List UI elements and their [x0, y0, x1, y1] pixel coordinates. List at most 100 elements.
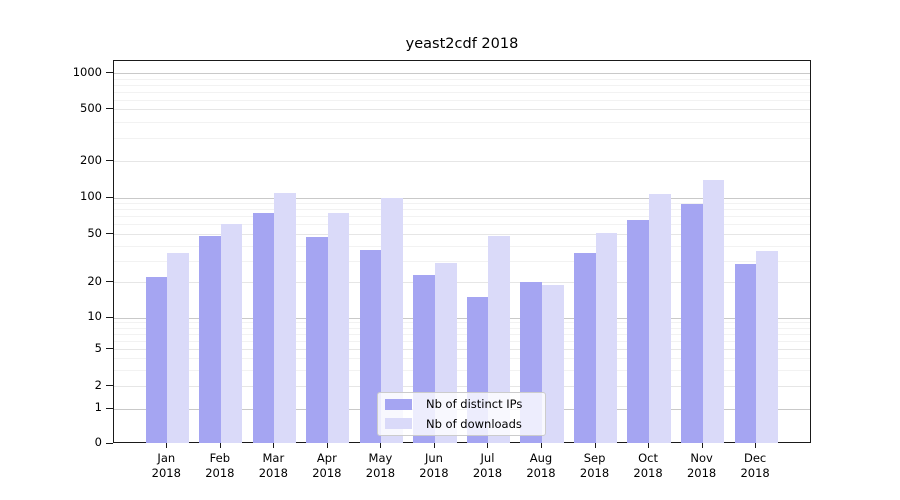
x-tick-mark [701, 443, 703, 448]
gridline [114, 109, 810, 110]
y-tick-mark [106, 407, 113, 409]
x-tick-mark [433, 443, 435, 448]
gridline [114, 340, 810, 342]
bar-may-downloads [381, 197, 403, 443]
y-tick-mark [106, 196, 113, 198]
chart-title: yeast2cdf 2018 [405, 36, 519, 52]
y-tick-mark [106, 316, 113, 318]
y-tick-mark [106, 385, 113, 386]
y-tick-label: 20 [87, 273, 102, 288]
gridline [114, 245, 810, 247]
gridline [114, 137, 810, 139]
x-tick-mark [219, 443, 221, 448]
gridline [114, 327, 810, 329]
gridline [114, 369, 810, 371]
gridline [114, 260, 810, 262]
gridline [114, 73, 810, 75]
x-tick-mark [487, 443, 489, 448]
y-tick-mark [106, 348, 113, 349]
x-tick-label: Aug 2018 [526, 451, 556, 480]
plot-area [113, 60, 811, 443]
gridline [114, 358, 810, 359]
x-tick-label: Jun 2018 [419, 451, 449, 480]
y-tick-label: 10 [87, 309, 102, 323]
y-tick-label: 200 [80, 152, 102, 167]
bar-sep-distinct-ips [573, 252, 596, 443]
x-tick-mark [166, 443, 168, 448]
bar-nov-distinct-ips [681, 204, 703, 443]
legend-item-downloads: Nb of downloads [385, 416, 538, 433]
bar-feb-distinct-ips [199, 236, 221, 443]
bar-dec-distinct-ips [734, 264, 757, 443]
y-tick-label: 5 [94, 340, 102, 355]
y-tick-mark [106, 160, 113, 161]
gridline [114, 322, 810, 324]
y-tick-mark [106, 442, 113, 444]
y-tick-label: 1000 [72, 64, 102, 79]
x-tick-label: Jan 2018 [151, 451, 181, 480]
x-tick-label: Dec 2018 [740, 451, 770, 480]
gridline [114, 349, 810, 350]
x-tick-mark [541, 443, 542, 448]
bar-aug-downloads [542, 284, 564, 443]
gridline [114, 84, 810, 86]
x-tick-label: Jul 2018 [472, 451, 503, 480]
x-tick-label: Sep 2018 [579, 451, 610, 480]
bar-jan-downloads [167, 252, 189, 443]
gridline [114, 317, 810, 319]
gridline [114, 209, 810, 211]
gridline [114, 282, 810, 283]
legend-swatch-distinct-ips [385, 398, 412, 410]
bar-mar-distinct-ips [252, 212, 275, 443]
bar-jan-distinct-ips [145, 277, 168, 443]
gridline [114, 333, 810, 335]
y-tick-mark [106, 108, 113, 109]
gridline [114, 203, 810, 205]
gridline [114, 78, 810, 80]
gridline [114, 161, 810, 162]
bar-nov-downloads [702, 179, 725, 443]
gridline [114, 99, 810, 101]
x-tick-label: Oct 2018 [633, 451, 663, 480]
x-tick-label: Apr 2018 [312, 451, 342, 480]
x-tick-mark [326, 443, 328, 448]
bar-apr-distinct-ips [306, 237, 328, 443]
gridline [114, 197, 810, 199]
bar-apr-downloads [327, 212, 350, 443]
y-tick-mark [106, 233, 113, 234]
x-tick-label: May 2018 [365, 451, 396, 480]
x-tick-label: Feb 2018 [205, 451, 235, 480]
bar-jul-downloads [488, 236, 511, 443]
bar-oct-downloads [649, 194, 671, 443]
gridline [114, 121, 810, 123]
gridline [114, 234, 810, 235]
y-tick-label: 500 [80, 100, 102, 115]
legend-item-distinct-ips: Nb of distinct IPs [385, 396, 538, 413]
gridline [114, 386, 810, 387]
bar-may-distinct-ips [359, 249, 382, 443]
x-tick-label: Nov 2018 [686, 451, 717, 480]
x-tick-mark [755, 443, 757, 448]
bar-oct-distinct-ips [627, 220, 650, 443]
y-tick-label: 100 [80, 189, 102, 204]
y-tick-label: 50 [87, 225, 102, 240]
x-tick-mark [273, 443, 275, 448]
y-tick-mark [106, 72, 113, 74]
legend-label-downloads: Nb of downloads [426, 416, 522, 431]
x-tick-mark [594, 443, 596, 448]
legend-label-distinct-ips: Nb of distinct IPs [426, 397, 523, 412]
y-tick-label: 2 [94, 377, 102, 392]
gridline [114, 216, 810, 218]
y-tick-mark [106, 281, 113, 282]
gridline [114, 224, 810, 226]
y-tick-label: 0 [94, 435, 102, 449]
bar-mar-downloads [274, 192, 296, 443]
y-tick-label: 1 [94, 400, 102, 414]
bar-sep-downloads [595, 232, 618, 443]
x-tick-mark [380, 443, 382, 448]
bar-feb-downloads [220, 224, 243, 443]
legend: Nb of distinct IPs Nb of downloads [377, 392, 546, 436]
gridline [114, 91, 810, 93]
x-tick-label: Mar 2018 [258, 451, 288, 480]
